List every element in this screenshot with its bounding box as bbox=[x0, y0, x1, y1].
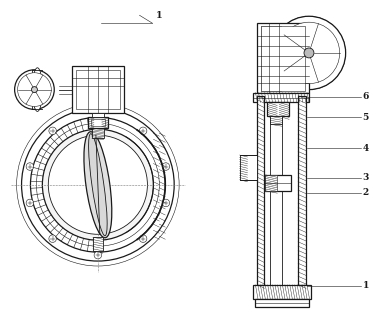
Circle shape bbox=[94, 111, 102, 118]
Circle shape bbox=[272, 16, 346, 90]
Bar bbox=[93, 237, 103, 251]
Bar bbox=[254, 93, 309, 102]
Bar bbox=[92, 128, 104, 138]
Circle shape bbox=[26, 163, 34, 170]
Bar bbox=[254, 285, 311, 299]
Bar bbox=[240, 155, 258, 180]
Bar bbox=[261, 26, 281, 90]
Bar bbox=[261, 26, 305, 90]
Circle shape bbox=[48, 135, 147, 234]
Bar bbox=[91, 119, 105, 126]
Ellipse shape bbox=[89, 134, 107, 236]
Circle shape bbox=[278, 22, 340, 84]
Bar bbox=[76, 70, 120, 110]
Circle shape bbox=[49, 127, 56, 134]
Bar bbox=[265, 175, 291, 191]
Bar bbox=[92, 113, 104, 117]
Bar bbox=[72, 66, 124, 113]
Circle shape bbox=[94, 251, 102, 259]
Text: 3: 3 bbox=[363, 173, 369, 182]
Circle shape bbox=[18, 73, 51, 106]
Circle shape bbox=[37, 123, 159, 246]
Bar bbox=[270, 116, 282, 124]
Bar bbox=[256, 299, 309, 307]
Bar bbox=[267, 102, 289, 116]
Bar bbox=[258, 23, 309, 93]
Circle shape bbox=[42, 129, 153, 240]
Circle shape bbox=[139, 235, 147, 242]
Circle shape bbox=[139, 127, 147, 134]
Circle shape bbox=[32, 87, 37, 93]
Circle shape bbox=[21, 109, 174, 261]
Ellipse shape bbox=[32, 68, 42, 111]
Circle shape bbox=[17, 104, 179, 266]
Circle shape bbox=[162, 163, 170, 170]
Circle shape bbox=[15, 70, 54, 110]
Text: 5: 5 bbox=[363, 113, 369, 122]
Bar bbox=[298, 95, 306, 285]
Bar bbox=[258, 95, 265, 285]
Circle shape bbox=[26, 199, 34, 207]
Text: 2: 2 bbox=[363, 188, 369, 197]
Bar bbox=[88, 117, 108, 128]
Text: 1: 1 bbox=[156, 11, 163, 20]
Circle shape bbox=[30, 117, 165, 252]
Text: 6: 6 bbox=[363, 92, 369, 101]
Circle shape bbox=[49, 235, 56, 242]
Text: 4: 4 bbox=[363, 144, 369, 153]
Circle shape bbox=[162, 199, 170, 207]
Bar bbox=[265, 175, 277, 191]
Ellipse shape bbox=[84, 132, 112, 238]
Text: 1: 1 bbox=[363, 281, 369, 290]
Circle shape bbox=[304, 48, 314, 58]
